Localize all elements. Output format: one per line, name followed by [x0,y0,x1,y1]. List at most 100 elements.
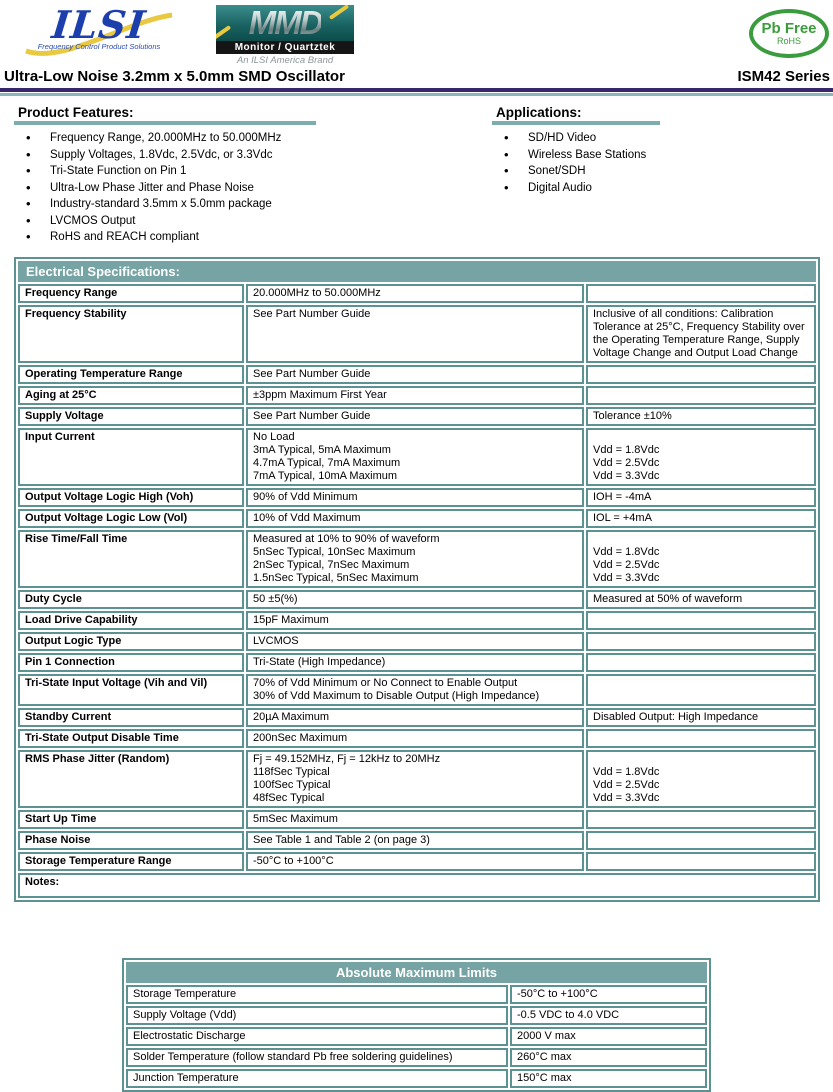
spec-row: Tri-State Output Disable Time 200nSec Ma… [18,728,816,748]
spec-parameter: Storage Temperature Range [18,851,244,871]
spec-conditions [586,385,816,405]
spec-conditions [586,364,816,384]
spec-parameter: Duty Cycle [18,589,244,609]
spec-parameter: Frequency Stability [18,304,244,363]
abs-parameter: Storage Temperature [126,984,508,1004]
application-item: Digital Audio [492,180,833,197]
feature-item: RoHS and REACH compliant [14,229,492,246]
absolute-maximum-limits-table: Absolute Maximum Limits Storage Temperat… [122,957,711,1092]
spec-value: 5mSec Maximum [246,809,584,829]
page-title: Ultra-Low Noise 3.2mm x 5.0mm SMD Oscill… [4,68,345,85]
title-row: Ultra-Low Noise 3.2mm x 5.0mm SMD Oscill… [0,66,833,86]
mmd-gold-accent-icon [328,5,350,20]
spec-parameter: Output Logic Type [18,631,244,651]
feature-item: Frequency Range, 20.000MHz to 50.000MHz [14,130,492,147]
abs-value: -50°C to +100°C [510,984,707,1004]
spec-row: Output Voltage Logic Low (Vol) 10% of Vd… [18,508,816,528]
spec-conditions: Vdd = 1.8Vdc Vdd = 2.5Vdc Vdd = 3.3Vdc [586,427,816,486]
spec-row: Input Current No Load 3mA Typical, 5mA M… [18,427,816,486]
spec-value: Measured at 10% to 90% of waveform 5nSec… [246,529,584,588]
pb-free-rohs-badge: Pb Free RoHS [749,9,829,58]
abs-row: Junction Temperature 150°C max [126,1068,707,1088]
feature-item: Industry-standard 3.5mm x 5.0mm package [14,196,492,213]
spec-value: -50°C to +100°C [246,851,584,871]
product-features-list: Frequency Range, 20.000MHz to 50.000MHz … [14,130,492,246]
spec-conditions: Measured at 50% of waveform [586,589,816,609]
spec-conditions [586,283,816,303]
spec-row: Start Up Time 5mSec Maximum [18,809,816,829]
mmd-gold-accent-icon [216,25,232,41]
spec-parameter: Rise Time/Fall Time [18,529,244,588]
spec-parameter: Aging at 25°C [18,385,244,405]
mmd-logo: MMD Monitor / Quartztek An ILSI America … [216,5,354,66]
spec-conditions: Inclusive of all conditions: Calibration… [586,304,816,363]
spec-value: 70% of Vdd Minimum or No Connect to Enab… [246,673,584,706]
abs-parameter: Supply Voltage (Vdd) [126,1005,508,1025]
mmd-brand-line: An ILSI America Brand [236,55,334,66]
abs-parameter: Junction Temperature [126,1068,508,1088]
spec-parameter: Tri-State Output Disable Time [18,728,244,748]
spec-value: See Part Number Guide [246,364,584,384]
spec-row: Load Drive Capability 15pF Maximum [18,610,816,630]
spec-row: Frequency Stability See Part Number Guid… [18,304,816,363]
features-applications-section: Product Features: Frequency Range, 20.00… [0,96,833,246]
spec-conditions: Disabled Output: High Impedance [586,707,816,727]
spec-conditions [586,652,816,672]
application-item: SD/HD Video [492,130,833,147]
abs-value: 150°C max [510,1068,707,1088]
spec-row: Pin 1 Connection Tri-State (High Impedan… [18,652,816,672]
spec-row: Aging at 25°C ±3ppm Maximum First Year [18,385,816,405]
spec-row: Frequency Range 20.000MHz to 50.000MHz [18,283,816,303]
mmd-wordmark-block: MMD [216,5,354,41]
applications-underline [492,121,660,125]
notes-label: Notes: [18,872,816,898]
title-rule-teal [0,93,833,96]
abs-row: Supply Voltage (Vdd) -0.5 VDC to 4.0 VDC [126,1005,707,1025]
title-rule-purple [0,88,833,92]
spec-conditions [586,830,816,850]
spec-conditions: IOH = -4mA [586,487,816,507]
spec-value: Fj = 49.152MHz, Fj = 12kHz to 20MHz 118f… [246,749,584,808]
spec-parameter: Standby Current [18,707,244,727]
spec-value: Tri-State (High Impedance) [246,652,584,672]
spec-parameter: Tri-State Input Voltage (Vih and Vil) [18,673,244,706]
abs-value: -0.5 VDC to 4.0 VDC [510,1005,707,1025]
spec-parameter: Frequency Range [18,283,244,303]
mmd-subtitle: Monitor / Quartztek [216,41,354,54]
product-features-underline [14,121,316,125]
spec-conditions [586,631,816,651]
feature-item: Ultra-Low Phase Jitter and Phase Noise [14,180,492,197]
spec-conditions [586,673,816,706]
rohs-label: RoHS [776,36,801,46]
spec-parameter: Load Drive Capability [18,610,244,630]
feature-item: Supply Voltages, 1.8Vdc, 2.5Vdc, or 3.3V… [14,147,492,164]
abs-row: Storage Temperature -50°C to +100°C [126,984,707,1004]
spec-conditions: Vdd = 1.8Vdc Vdd = 2.5Vdc Vdd = 3.3Vdc [586,749,816,808]
ilsi-swoosh-icon [25,12,173,56]
spec-parameter: Operating Temperature Range [18,364,244,384]
ilsi-tagline: Frequency Control Product Solutions [37,42,161,51]
spec-row: Output Logic Type LVCMOS [18,631,816,651]
abs-value: 260°C max [510,1047,707,1067]
spec-row: Storage Temperature Range -50°C to +100°… [18,851,816,871]
spec-value: See Part Number Guide [246,304,584,363]
spec-value: 90% of Vdd Minimum [246,487,584,507]
spec-parameter: Supply Voltage [18,406,244,426]
application-item: Sonet/SDH [492,163,833,180]
spec-parameter: RMS Phase Jitter (Random) [18,749,244,808]
application-item: Wireless Base Stations [492,147,833,164]
table-header-row: Electrical Specifications: [18,260,816,282]
spec-row: Rise Time/Fall Time Measured at 10% to 9… [18,529,816,588]
abs-parameter: Solder Temperature (follow standard Pb f… [126,1047,508,1067]
spec-conditions [586,851,816,871]
page-header: ILSI Frequency Control Product Solutions… [0,0,833,66]
product-features-section: Product Features: Frequency Range, 20.00… [14,105,492,246]
spec-parameter: Output Voltage Logic Low (Vol) [18,508,244,528]
spec-value: See Part Number Guide [246,406,584,426]
spec-row: Standby Current 20µA Maximum Disabled Ou… [18,707,816,727]
spec-conditions: Tolerance ±10% [586,406,816,426]
feature-item: LVCMOS Output [14,213,492,230]
spec-value: 20.000MHz to 50.000MHz [246,283,584,303]
spec-row: Operating Temperature Range See Part Num… [18,364,816,384]
ilsi-logo: ILSI Frequency Control Product Solutions [24,2,174,62]
